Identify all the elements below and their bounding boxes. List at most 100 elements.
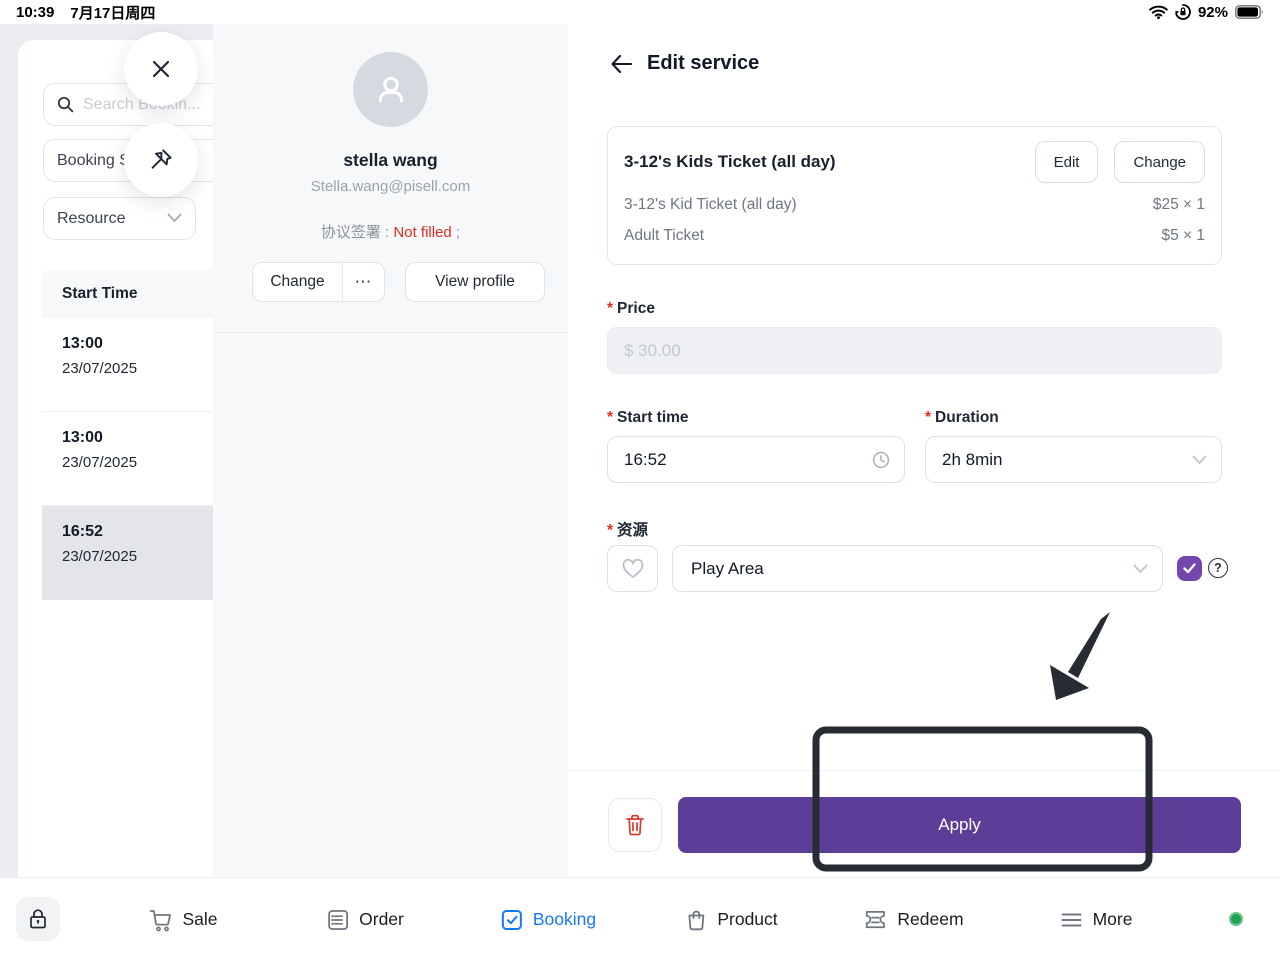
favorite-button[interactable]	[607, 545, 658, 592]
service-change-button[interactable]: Change	[1114, 141, 1205, 183]
back-arrow-icon[interactable]	[610, 54, 632, 74]
row-date: 23/07/2025	[62, 360, 138, 377]
voucher-icon	[862, 908, 888, 932]
agreement-label: 协议签署 :	[320, 224, 394, 241]
table-header-start-time: Start Time	[42, 270, 213, 318]
status-bar: 10:39 7月17日周四 92%	[0, 0, 1280, 24]
nav-label: Booking	[532, 909, 597, 929]
line-item-price: $25 × 1	[1152, 196, 1205, 213]
heart-icon	[622, 558, 644, 579]
check-icon	[1183, 563, 1196, 574]
resource-value: Play Area	[691, 558, 764, 578]
service-card-title: 3-12's Kids Ticket (all day)	[624, 152, 836, 171]
close-icon	[150, 58, 172, 80]
nav-label: Product	[717, 909, 778, 929]
nav-item-sale[interactable]: Sale	[148, 878, 218, 961]
service-line-item: Adult Ticket $5 × 1	[624, 227, 1205, 245]
table-row[interactable]: 13:00 23/07/2025	[42, 412, 213, 506]
resource-select[interactable]: Play Area	[672, 545, 1163, 592]
line-item-price: $5 × 1	[1161, 227, 1205, 244]
agreement-value: Not filled	[393, 224, 452, 241]
battery-percent: 92%	[1197, 3, 1228, 21]
order-list-icon	[326, 908, 350, 932]
customer-panel: stella wang Stella.wang@pisell.com 协议签署 …	[213, 24, 568, 877]
search-icon	[57, 96, 74, 113]
main-area: Search Bookin... Booking S Resource Star…	[0, 24, 1280, 877]
nav-item-product[interactable]: Product	[684, 878, 778, 961]
chevron-down-icon	[1192, 455, 1207, 465]
divider	[213, 332, 568, 333]
resource-filter-select[interactable]: Resource	[43, 197, 196, 240]
customer-email: Stella.wang@pisell.com	[310, 178, 471, 195]
battery-icon	[1235, 5, 1264, 19]
service-edit-button[interactable]: Edit	[1034, 141, 1099, 183]
booking-check-icon	[500, 908, 524, 932]
nav-label: Redeem	[897, 909, 964, 929]
divider	[568, 770, 1280, 771]
row-time: 16:52	[62, 523, 103, 540]
change-customer-split-button: Change ⋯	[252, 262, 385, 302]
pin-button[interactable]	[124, 123, 198, 197]
start-time-label: * Start time	[607, 409, 689, 426]
apply-button[interactable]: Apply	[678, 797, 1241, 853]
row-time: 13:00	[62, 335, 103, 352]
price-placeholder: $ 30.00	[624, 340, 681, 360]
chevron-down-icon	[167, 210, 182, 228]
delete-button[interactable]	[608, 798, 662, 852]
more-options-button[interactable]: ⋯	[354, 272, 373, 291]
view-profile-button[interactable]: View profile	[405, 262, 545, 302]
person-icon	[378, 76, 403, 102]
start-time-field[interactable]: 16:52	[607, 436, 905, 483]
nav-item-more[interactable]: More	[1060, 878, 1132, 961]
table-row[interactable]: 13:00 23/07/2025	[42, 318, 213, 412]
required-asterisk: *	[607, 522, 614, 539]
close-button[interactable]	[124, 32, 198, 106]
help-icon[interactable]: ?	[1208, 558, 1228, 578]
table-row-selected[interactable]: 16:52 23/07/2025	[42, 506, 213, 600]
agreement-suffix: ;	[451, 224, 461, 241]
required-asterisk: *	[607, 300, 614, 317]
row-time: 13:00	[62, 429, 103, 446]
clock-time: 10:39	[16, 3, 55, 21]
customer-name: stella wang	[343, 150, 438, 170]
edit-service-panel: Edit service 3-12's Kids Ticket (all day…	[568, 24, 1280, 877]
resource-checkbox-checked[interactable]	[1177, 556, 1202, 581]
nav-item-order[interactable]: Order	[326, 878, 404, 961]
duration-select[interactable]: 2h 8min	[925, 436, 1222, 483]
change-customer-button[interactable]: Change	[253, 263, 343, 301]
price-label: * Price	[607, 300, 655, 317]
avatar	[353, 52, 428, 127]
rotation-lock-icon	[1174, 4, 1191, 20]
chevron-down-icon	[1133, 564, 1148, 574]
online-status-dot	[1229, 912, 1243, 926]
cart-icon	[148, 908, 173, 932]
lock-icon	[28, 908, 48, 930]
status-date: 7月17日周四	[70, 4, 156, 22]
wifi-icon	[1149, 5, 1168, 19]
service-card: 3-12's Kids Ticket (all day) Edit Change…	[607, 126, 1222, 265]
page-title: Edit service	[647, 52, 760, 74]
booking-list-panel: Search Bookin... Booking S Resource Star…	[0, 24, 213, 877]
bottom-nav: Sale Order Booking Product Redeem More	[0, 877, 1280, 960]
hamburger-icon	[1060, 908, 1084, 932]
booking-table: Start Time 13:00 23/07/2025 13:00 23/07/…	[42, 270, 213, 600]
resource-label: * 资源	[607, 522, 649, 539]
required-asterisk: *	[925, 409, 932, 426]
duration-label: * Duration	[925, 409, 999, 426]
row-date: 23/07/2025	[62, 454, 138, 471]
resource-filter-label: Resource	[57, 209, 126, 227]
lock-button[interactable]	[16, 897, 60, 941]
agreement-status: 协议签署 : Not filled ;	[213, 221, 568, 242]
price-field[interactable]: $ 30.00	[607, 327, 1222, 374]
nav-item-booking[interactable]: Booking	[500, 878, 596, 961]
pin-icon	[148, 147, 174, 173]
clock-icon	[872, 451, 890, 469]
trash-icon	[625, 814, 645, 836]
nav-label: Order	[359, 909, 404, 929]
required-asterisk: *	[607, 409, 614, 426]
booking-status-label: Booking S	[57, 151, 130, 169]
nav-item-redeem[interactable]: Redeem	[862, 878, 964, 961]
nav-label: Sale	[182, 909, 218, 929]
duration-value: 2h 8min	[942, 449, 1003, 469]
line-item-name: Adult Ticket	[624, 227, 705, 244]
